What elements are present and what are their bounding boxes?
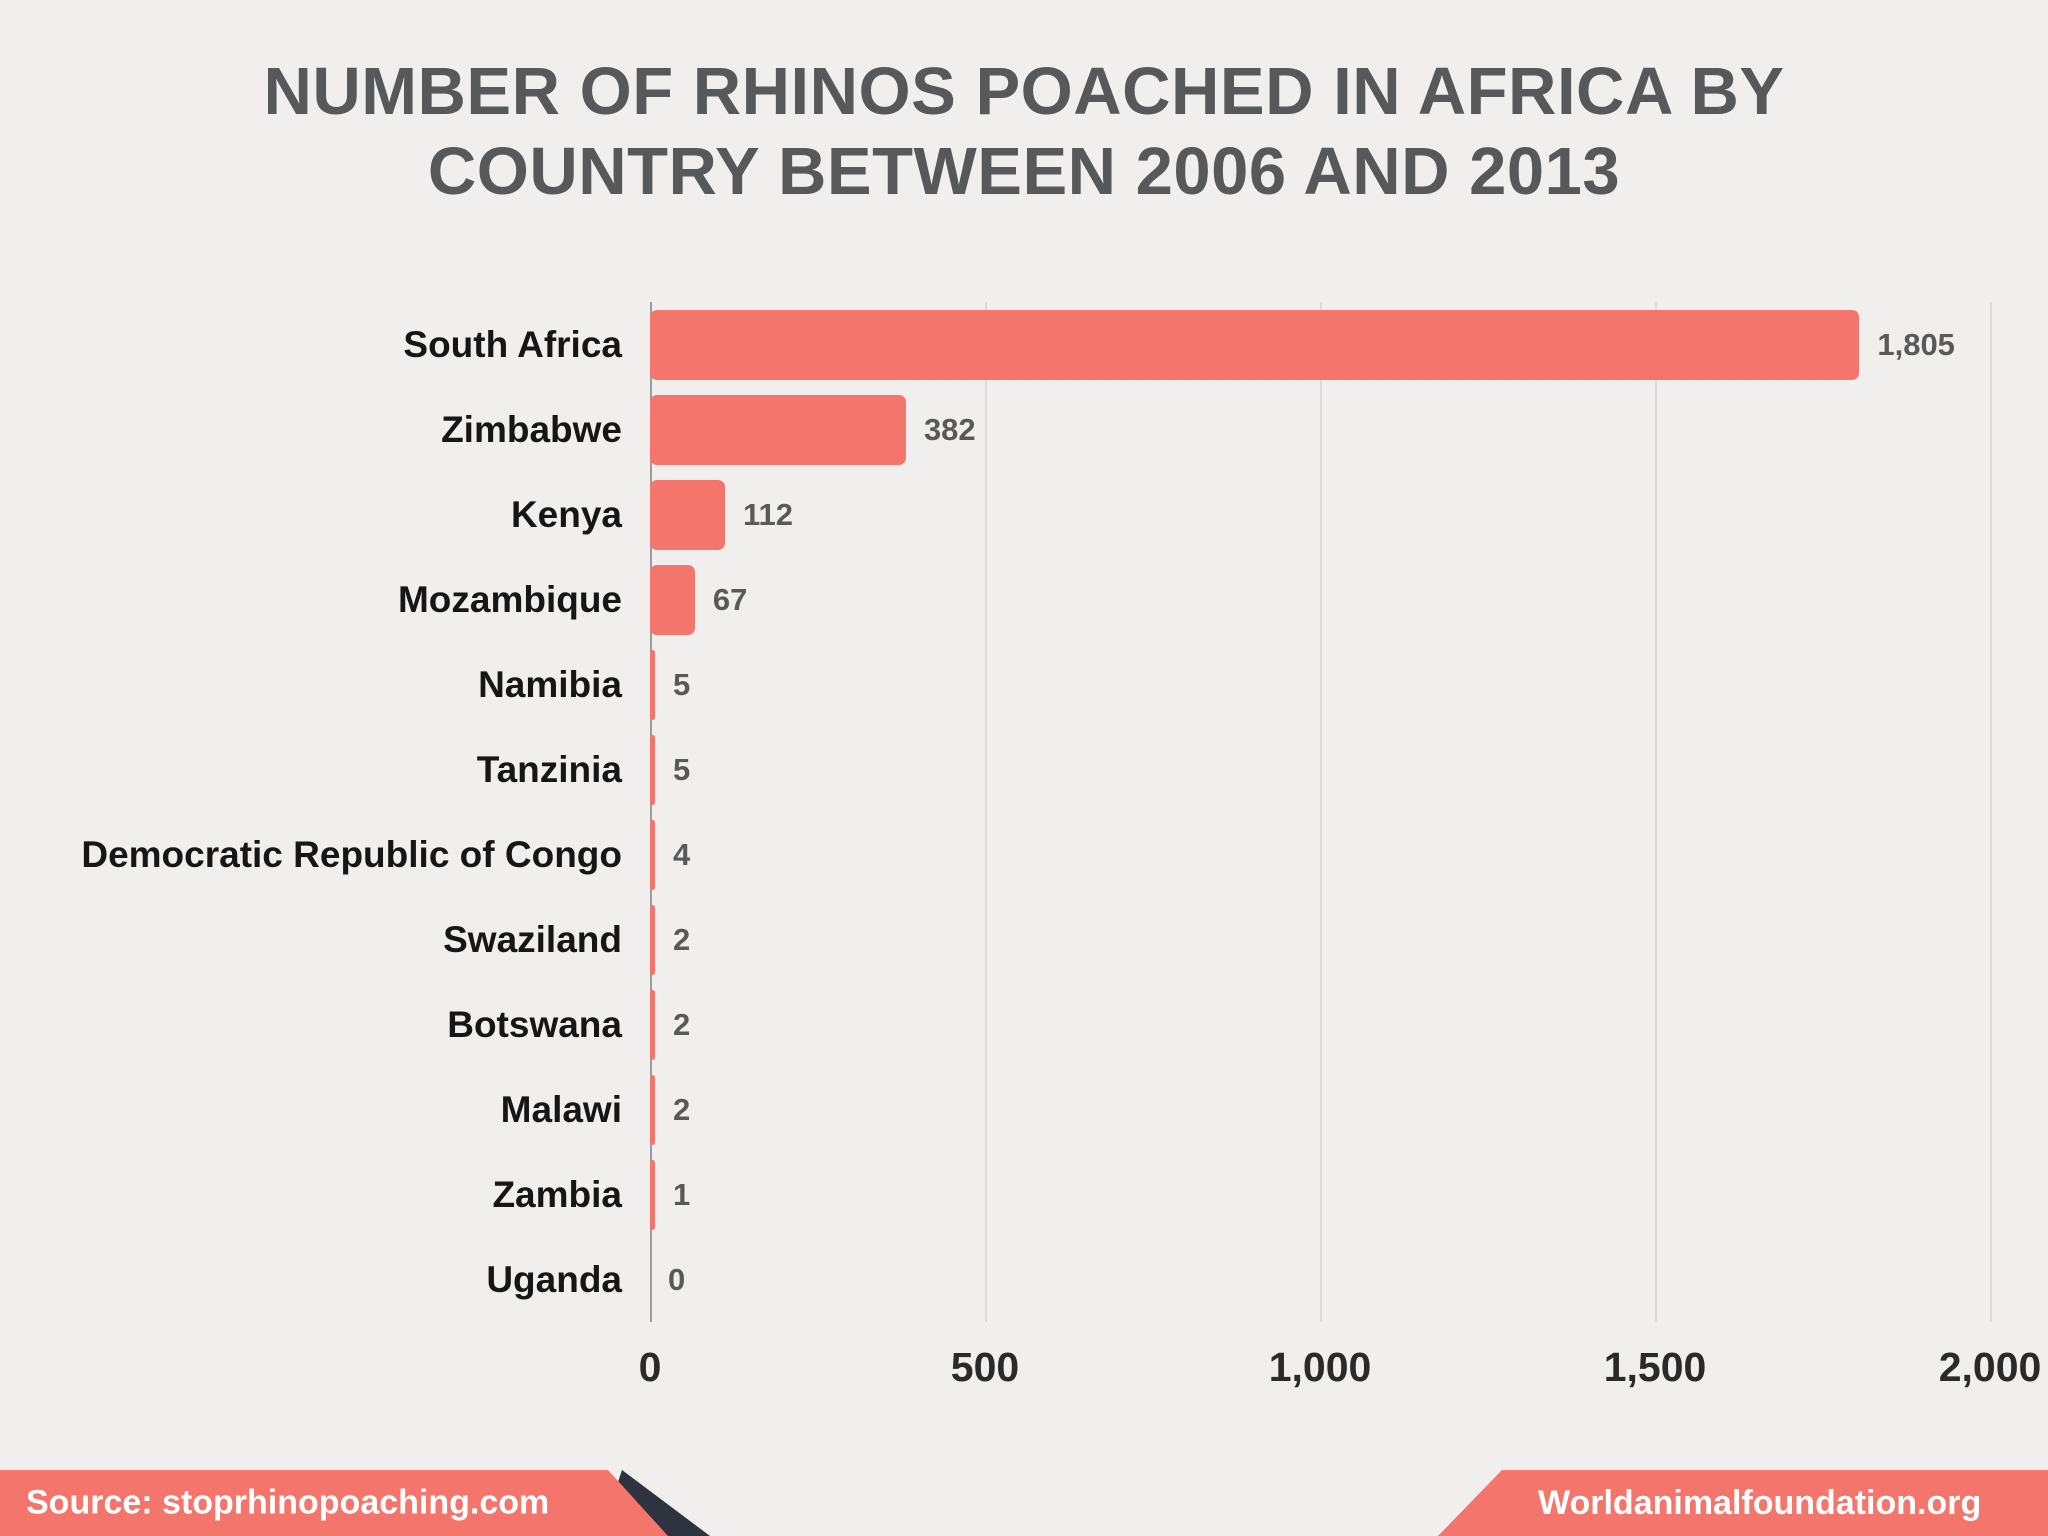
bar <box>650 309 1860 380</box>
chart-rows: South Africa 1,805 Zimbabwe 382 Kenya 112 Moza… <box>60 302 1990 1322</box>
category-label: Zimbabwe <box>441 408 622 450</box>
x-tick-label: 0 <box>638 1344 662 1390</box>
chart-row: Democratic Republic of Congo 4 <box>60 812 1990 897</box>
x-tick-label: 500 <box>950 1344 1020 1390</box>
chart-row: Kenya 112 <box>60 472 1990 557</box>
category-label: Zambia <box>492 1173 622 1215</box>
gridline <box>1320 302 1322 1322</box>
category-label: South Africa <box>403 323 622 365</box>
bar-area: 1 <box>650 1152 1990 1237</box>
chart-row: Zambia 1 <box>60 1152 1990 1237</box>
category-label: Kenya <box>510 493 622 535</box>
chart-row: Uganda 0 <box>60 1237 1990 1322</box>
gridline <box>1655 302 1657 1322</box>
gridline <box>985 302 987 1322</box>
value-label: 67 <box>712 581 748 617</box>
plot-area <box>650 302 1992 1322</box>
value-label: 5 <box>673 751 691 787</box>
bar-area: 2 <box>650 1067 1990 1152</box>
bar-area: 112 <box>650 472 1990 557</box>
bar-area: 382 <box>650 387 1990 472</box>
chart-title: NUMBER OF RHINOS POACHED IN AFRICA BY CO… <box>0 0 2048 213</box>
value-label: 2 <box>673 921 691 957</box>
value-label: 112 <box>743 496 794 532</box>
chart-row: Tanzinia 5 <box>60 727 1990 812</box>
bar <box>650 734 655 805</box>
chart-row: Mozambique 67 <box>60 557 1990 642</box>
bar <box>650 649 655 720</box>
gridline <box>1990 302 1992 1322</box>
category-label: Tanzinia <box>476 748 622 790</box>
bar-area: 5 <box>650 727 1990 812</box>
chart-title-line1: NUMBER OF RHINOS POACHED IN AFRICA BY <box>263 54 1785 129</box>
chart-row: Botswana 2 <box>60 982 1990 1067</box>
chart-row: South Africa 1,805 <box>60 302 1990 387</box>
source-text: Source: stoprhinopoaching.com <box>26 1483 550 1522</box>
chart-row: Namibia 5 <box>60 642 1990 727</box>
value-label: 4 <box>673 836 691 872</box>
category-label: Mozambique <box>397 578 622 620</box>
value-label: 5 <box>673 666 691 702</box>
site-banner: Worldanimalfoundation.org <box>1438 1470 2048 1536</box>
bar-area: 4 <box>650 812 1990 897</box>
bar-area: 1,805 <box>650 302 1990 387</box>
y-axis-line <box>650 302 652 1322</box>
value-label: 0 <box>668 1261 686 1297</box>
chart-row: Swaziland 2 <box>60 897 1990 982</box>
category-label: Democratic Republic of Congo <box>81 833 622 875</box>
category-label: Botswana <box>447 1003 622 1045</box>
bar <box>650 904 655 975</box>
chart-row: Malawi 2 <box>60 1067 1990 1152</box>
value-label: 2 <box>673 1091 691 1127</box>
category-label: Uganda <box>486 1258 622 1300</box>
category-label: Namibia <box>478 663 622 705</box>
site-text: Worldanimalfoundation.org <box>1538 1483 1982 1522</box>
bar-area: 0 <box>650 1237 1990 1322</box>
bar <box>650 1159 655 1230</box>
bar-area: 2 <box>650 982 1990 1067</box>
bar <box>650 564 695 635</box>
chart-title-line2: COUNTRY BETWEEN 2006 AND 2013 <box>427 134 1621 210</box>
source-banner-shape <box>0 1470 668 1536</box>
x-axis-ticks: 0 500 1,000 1,500 2,000 <box>639 1336 2042 1400</box>
bar-area: 2 <box>650 897 1990 982</box>
bar <box>650 1074 655 1145</box>
bar <box>650 989 655 1060</box>
source-banner: Source: stoprhinopoaching.com <box>0 1470 680 1536</box>
value-label: 382 <box>923 411 976 447</box>
x-tick-label: 2,000 <box>1938 1344 2042 1390</box>
category-label: Swaziland <box>443 918 622 960</box>
bar-area: 67 <box>650 557 1990 642</box>
value-label: 1,805 <box>1877 326 1955 362</box>
bar <box>650 819 655 890</box>
x-tick-label: 1,000 <box>1268 1344 1372 1390</box>
x-tick-label: 1,500 <box>1603 1344 1707 1390</box>
category-label: Malawi <box>500 1088 622 1130</box>
bar <box>650 479 726 550</box>
bar-area: 5 <box>650 642 1990 727</box>
bar-chart: South Africa 1,805 Zimbabwe 382 Kenya 112 Moza… <box>60 302 2042 1412</box>
bar <box>650 394 906 465</box>
value-label: 2 <box>673 1006 691 1042</box>
value-label: 1 <box>673 1176 691 1212</box>
chart-row: Zimbabwe 382 <box>60 387 1990 472</box>
